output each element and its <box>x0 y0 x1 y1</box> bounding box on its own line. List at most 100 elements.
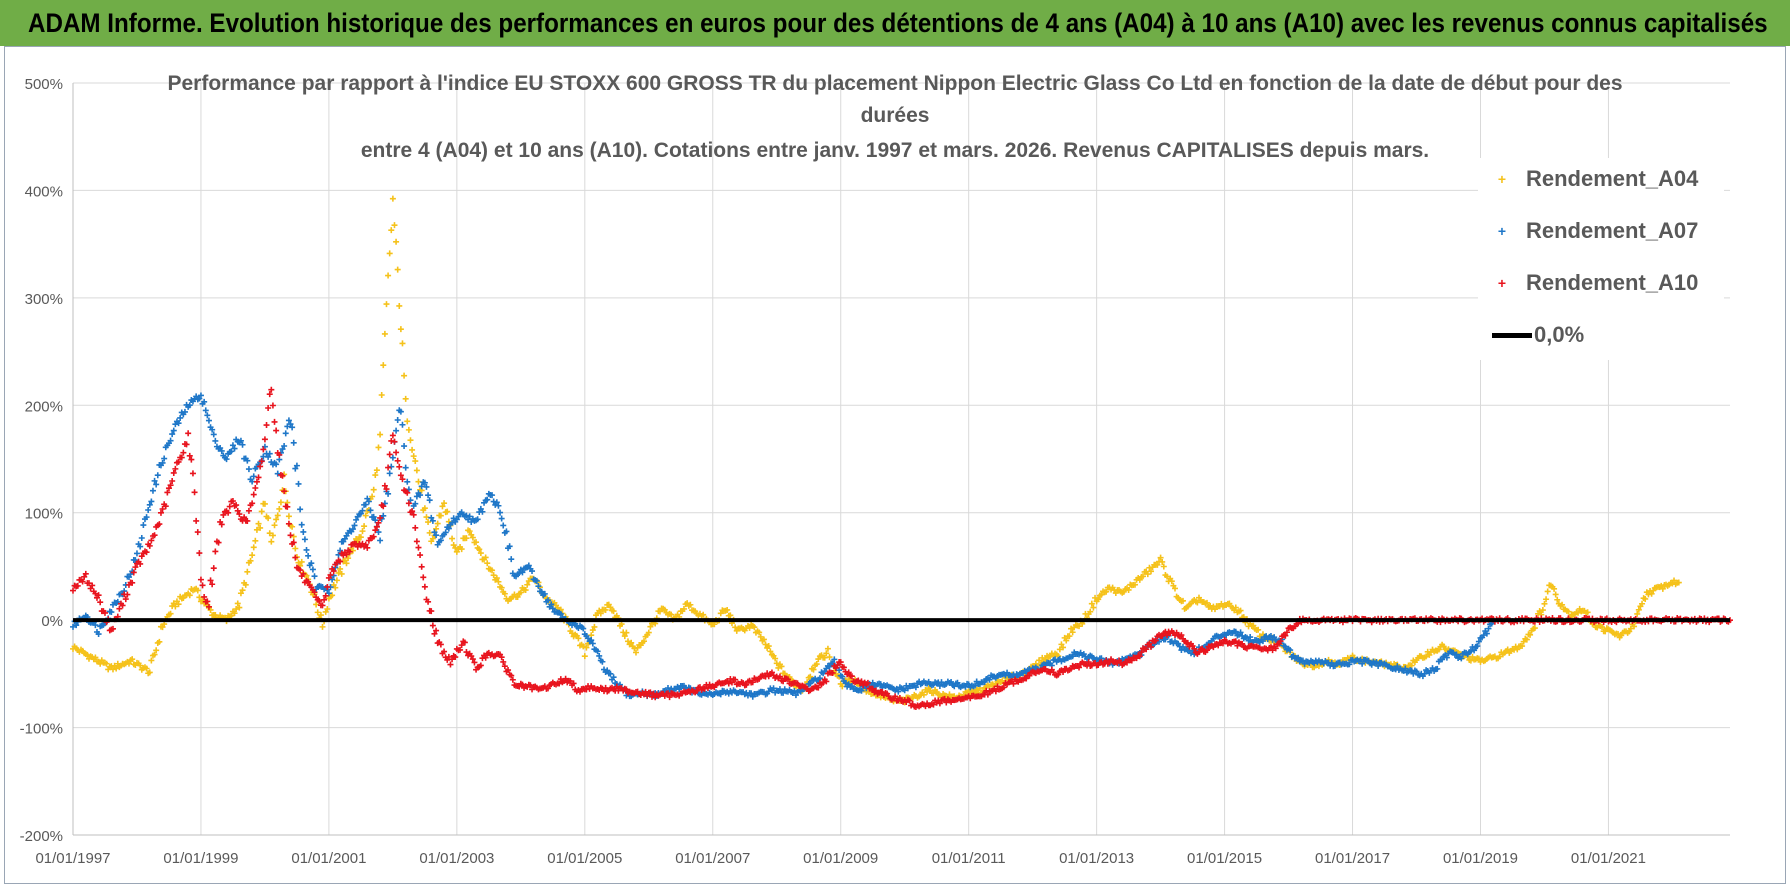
data-point-Rendement_A07 <box>1453 651 1460 658</box>
data-point-Rendement_A04 <box>687 601 694 608</box>
data-point-Rendement_A10 <box>122 596 129 603</box>
data-point-Rendement_A04 <box>1154 561 1161 568</box>
data-point-Rendement_A04 <box>765 643 772 650</box>
data-point-Rendement_A04 <box>1255 626 1262 633</box>
data-point-Rendement_A10 <box>178 454 185 461</box>
data-point-Rendement_A10 <box>1143 646 1150 653</box>
data-point-Rendement_A07 <box>149 487 156 494</box>
data-point-Rendement_A10 <box>1138 649 1145 656</box>
data-point-Rendement_A10 <box>233 502 240 509</box>
data-point-Rendement_A07 <box>393 427 400 434</box>
data-point-Rendement_A10 <box>845 669 852 676</box>
data-point-Rendement_A10 <box>169 477 176 484</box>
data-point-Rendement_A07 <box>237 437 244 444</box>
data-point-Rendement_A10 <box>258 458 265 465</box>
data-point-Rendement_A10 <box>201 593 208 600</box>
data-point-Rendement_A04 <box>1496 653 1503 660</box>
data-point-Rendement_A07 <box>986 676 993 683</box>
data-point-Rendement_A07 <box>297 506 304 513</box>
data-point-Rendement_A04 <box>449 535 456 542</box>
x-tick-label: 01/01/2007 <box>675 850 750 867</box>
data-point-Rendement_A07 <box>1267 632 1274 639</box>
data-point-Rendement_A04 <box>244 568 251 575</box>
data-point-Rendement_A10 <box>858 678 865 685</box>
data-point-Rendement_A10 <box>457 646 464 653</box>
data-point-Rendement_A10 <box>85 580 92 587</box>
data-point-Rendement_A07 <box>197 392 204 399</box>
data-point-Rendement_A04 <box>357 534 364 541</box>
data-point-Rendement_A07 <box>151 477 158 484</box>
data-point-Rendement_A10 <box>936 700 943 707</box>
data-point-Rendement_A10 <box>172 465 179 472</box>
data-point-Rendement_A07 <box>1485 625 1492 632</box>
legend-marker-a10: + <box>1497 275 1507 291</box>
data-point-Rendement_A04 <box>314 609 321 616</box>
data-point-Rendement_A04 <box>289 523 296 530</box>
data-point-Rendement_A07 <box>1162 636 1169 643</box>
data-point-Rendement_A07 <box>170 427 177 434</box>
data-point-Rendement_A04 <box>772 655 779 662</box>
data-point-Rendement_A10 <box>743 681 750 688</box>
data-point-Rendement_A04 <box>250 544 257 551</box>
data-point-Rendement_A10 <box>666 694 673 701</box>
data-point-Rendement_A04 <box>1164 573 1170 580</box>
data-point-Rendement_A10 <box>391 438 398 445</box>
data-point-Rendement_A07 <box>599 658 606 665</box>
data-point-Rendement_A04 <box>756 629 763 636</box>
data-point-Rendement_A04 <box>823 650 830 657</box>
data-point-Rendement_A10 <box>319 602 326 609</box>
data-point-Rendement_A04 <box>680 605 687 612</box>
data-point-Rendement_A07 <box>375 529 382 536</box>
data-point-Rendement_A04 <box>1066 633 1073 640</box>
data-point-Rendement_A07 <box>351 522 358 529</box>
data-point-Rendement_A04 <box>249 552 256 559</box>
data-point-Rendement_A10 <box>1184 639 1191 646</box>
data-point-Rendement_A10 <box>337 558 344 565</box>
data-point-Rendement_A07 <box>936 682 943 689</box>
data-point-Rendement_A10 <box>116 605 123 612</box>
data-point-Rendement_A07 <box>676 686 683 693</box>
data-point-Rendement_A07 <box>948 678 955 685</box>
data-point-Rendement_A04 <box>473 539 480 546</box>
x-tick-label: 01/01/2009 <box>803 850 878 867</box>
data-point-Rendement_A07 <box>497 509 504 516</box>
data-point-Rendement_A04 <box>498 584 505 591</box>
data-point-Rendement_A04 <box>109 666 116 673</box>
data-point-Rendement_A07 <box>425 492 432 499</box>
data-point-Rendement_A07 <box>201 398 208 405</box>
data-point-Rendement_A10 <box>225 509 232 516</box>
data-point-Rendement_A04 <box>255 520 262 527</box>
data-point-Rendement_A07 <box>205 417 212 424</box>
data-point-Rendement_A04 <box>84 651 91 658</box>
data-point-Rendement_A07 <box>1259 638 1266 645</box>
data-point-Rendement_A04 <box>1519 643 1526 650</box>
data-point-Rendement_A07 <box>300 528 307 535</box>
data-point-Rendement_A04 <box>234 600 241 607</box>
data-point-Rendement_A10 <box>220 511 227 518</box>
data-point-Rendement_A10 <box>210 565 217 572</box>
data-point-Rendement_A07 <box>365 498 372 505</box>
data-point-Rendement_A07 <box>309 566 316 573</box>
x-tick-label: 01/01/2015 <box>1187 850 1262 867</box>
data-point-Rendement_A07 <box>437 537 444 544</box>
data-point-Rendement_A07 <box>503 528 510 535</box>
data-point-Rendement_A10 <box>412 524 419 531</box>
data-point-Rendement_A07 <box>133 550 140 557</box>
data-point-Rendement_A10 <box>562 675 569 682</box>
data-point-Rendement_A10 <box>613 683 620 690</box>
data-point-Rendement_A07 <box>377 537 384 544</box>
data-point-Rendement_A07 <box>145 507 152 514</box>
data-point-Rendement_A10 <box>330 568 337 575</box>
data-point-Rendement_A10 <box>776 673 783 680</box>
data-point-Rendement_A04 <box>1544 588 1551 595</box>
data-point-Rendement_A10 <box>848 673 855 680</box>
data-point-Rendement_A07 <box>569 622 576 629</box>
data-point-Rendement_A07 <box>1474 643 1481 650</box>
data-point-Rendement_A07 <box>301 536 308 543</box>
data-point-Rendement_A10 <box>519 681 526 688</box>
data-point-Rendement_A04 <box>458 546 465 553</box>
data-point-Rendement_A04 <box>233 606 240 613</box>
data-point-Rendement_A10 <box>197 576 204 583</box>
data-point-Rendement_A10 <box>1232 638 1239 645</box>
data-point-Rendement_A10 <box>151 532 158 539</box>
